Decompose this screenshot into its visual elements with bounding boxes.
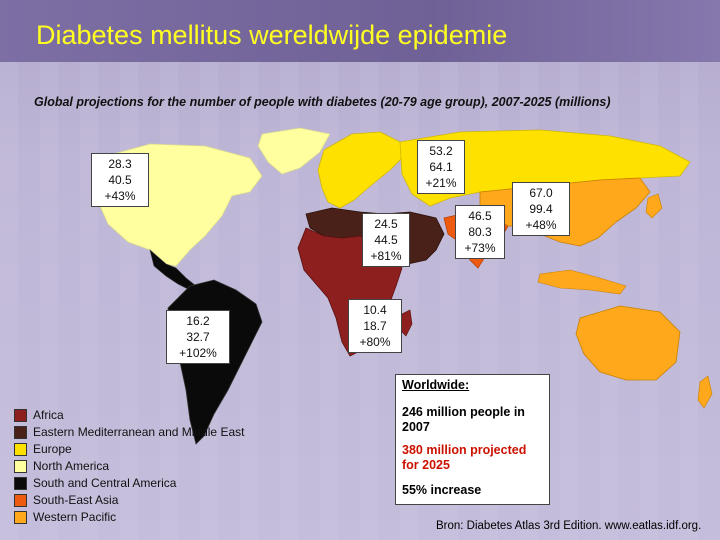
- region-australia: [575, 305, 681, 381]
- legend-swatch: [14, 426, 27, 439]
- value-2025: 99.4: [529, 202, 553, 216]
- value-2025: 64.1: [429, 160, 453, 174]
- value-change: +81%: [370, 249, 402, 263]
- legend-label: Western Pacific: [33, 510, 117, 524]
- region-box-south-central-america: 16.2 32.7 +102%: [166, 310, 230, 364]
- value-2007: 10.4: [363, 303, 387, 317]
- value-2007: 28.3: [108, 157, 132, 171]
- value-2007: 46.5: [468, 209, 492, 223]
- legend-label: Eastern Mediterranean and Middle East: [33, 425, 245, 439]
- worldwide-2007: 246 million people in 2007: [402, 405, 525, 434]
- region-box-eastern-mediterranean: 24.5 44.5 +81%: [362, 213, 410, 267]
- legend-swatch: [14, 477, 27, 490]
- region-new-zealand: [697, 375, 713, 409]
- legend-label: North America: [33, 459, 110, 473]
- region-europe: [317, 131, 403, 209]
- region-indonesia: [537, 269, 627, 295]
- legend-label: Africa: [33, 408, 64, 422]
- region-box-western-pacific: 67.0 99.4 +48%: [512, 182, 570, 236]
- worldwide-heading: Worldwide:: [402, 378, 470, 392]
- slide-title: Diabetes mellitus wereldwijde epidemie: [36, 20, 508, 50]
- header-band: [0, 0, 720, 62]
- value-2025: 40.5: [108, 173, 132, 187]
- legend-label: Europe: [33, 442, 72, 456]
- value-2007: 53.2: [429, 144, 453, 158]
- source-citation: Bron: Diabetes Atlas 3rd Edition. www.ea…: [436, 520, 702, 532]
- value-change: +43%: [104, 189, 136, 203]
- legend-swatch: [14, 494, 27, 507]
- value-2025: 32.7: [186, 330, 210, 344]
- legend-swatch: [14, 511, 27, 524]
- legend-swatch: [14, 409, 27, 422]
- legend-label: South-East Asia: [33, 493, 119, 507]
- value-2007: 16.2: [186, 314, 210, 328]
- value-2007: 67.0: [529, 186, 553, 200]
- region-greenland: [257, 127, 331, 175]
- slide-subtitle: Global projections for the number of peo…: [34, 95, 611, 109]
- legend-label: South and Central America: [33, 476, 177, 490]
- region-japan: [645, 193, 663, 219]
- value-change: +73%: [464, 241, 496, 255]
- value-2007: 24.5: [374, 217, 398, 231]
- region-box-south-east-asia: 46.5 80.3 +73%: [455, 205, 505, 259]
- legend-swatch: [14, 443, 27, 456]
- region-box-europe: 53.2 64.1 +21%: [417, 140, 465, 194]
- worldwide-2025: 380 million projected for 2025: [402, 443, 527, 472]
- worldwide-summary-box: Worldwide: 246 million people in 2007 38…: [395, 374, 550, 505]
- region-box-north-america: 28.3 40.5 +43%: [91, 153, 149, 207]
- value-2025: 80.3: [468, 225, 492, 239]
- region-box-africa: 10.4 18.7 +80%: [348, 299, 402, 353]
- value-2025: 44.5: [374, 233, 398, 247]
- value-change: +21%: [425, 176, 457, 190]
- value-change: +102%: [179, 346, 217, 360]
- legend-swatch: [14, 460, 27, 473]
- value-2025: 18.7: [363, 319, 387, 333]
- value-change: +80%: [359, 335, 391, 349]
- value-change: +48%: [525, 218, 557, 232]
- worldwide-increase: 55% increase: [402, 483, 482, 497]
